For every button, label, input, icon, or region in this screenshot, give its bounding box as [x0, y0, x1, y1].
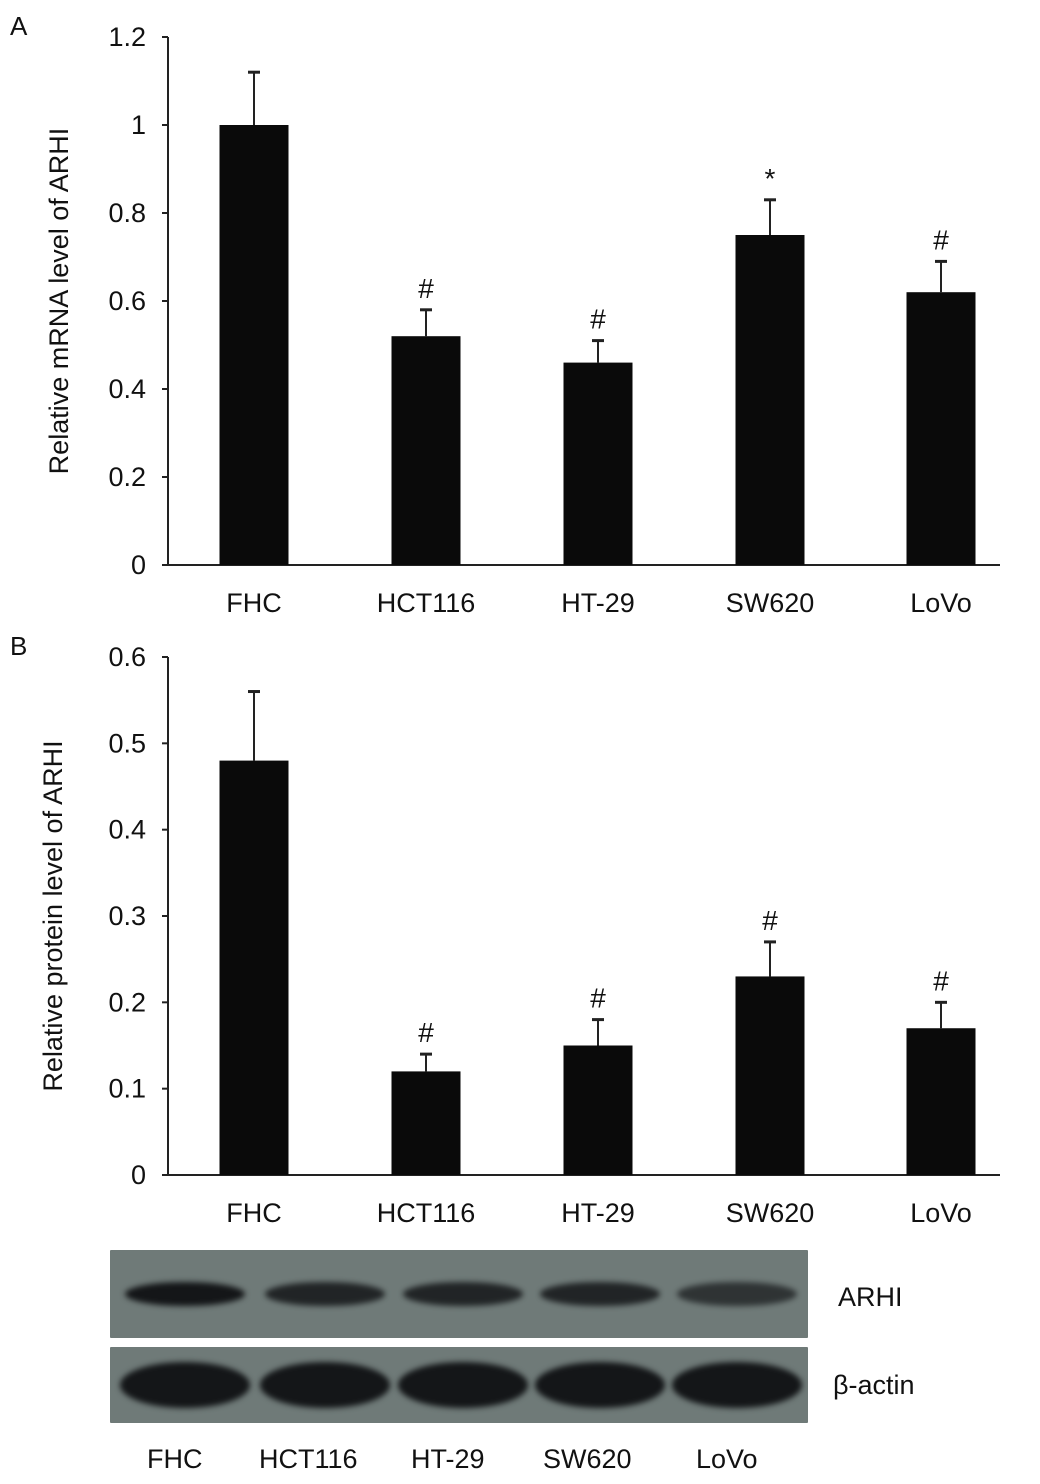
x-tick-label: SW620 — [726, 1198, 815, 1228]
y-tick-label: 1.2 — [108, 22, 146, 52]
arhi-band — [265, 1282, 385, 1306]
arhi-band — [403, 1282, 523, 1306]
bar-SW620 — [735, 235, 805, 565]
significance-marker: # — [418, 273, 434, 304]
y-tick-label: 0.4 — [108, 374, 146, 404]
bar-FHC — [219, 760, 289, 1175]
panel-letter: B — [10, 631, 27, 661]
bar-HCT116 — [391, 1071, 461, 1175]
y-axis-label: Relative mRNA level of ARHI — [44, 128, 74, 475]
bar-LoVo — [906, 292, 976, 565]
actin-band — [535, 1362, 665, 1408]
significance-marker: * — [765, 163, 776, 194]
y-tick-label: 0.3 — [108, 901, 146, 931]
actin-band — [672, 1362, 802, 1408]
bar-FHC — [219, 125, 289, 565]
significance-marker: # — [590, 304, 606, 335]
significance-marker: # — [590, 983, 606, 1014]
y-tick-label: 1 — [131, 110, 146, 140]
y-tick-label: 0 — [131, 1160, 146, 1190]
bar-HT-29 — [563, 362, 633, 565]
x-tick-label: SW620 — [726, 588, 815, 618]
significance-marker: # — [762, 905, 778, 936]
arhi-band — [540, 1282, 660, 1306]
y-tick-label: 0.8 — [108, 198, 146, 228]
bar-SW620 — [735, 976, 805, 1175]
arhi-band — [677, 1282, 797, 1306]
y-tick-label: 0 — [131, 550, 146, 580]
blot-lane-label: FHC — [147, 1444, 203, 1474]
bar-LoVo — [906, 1028, 976, 1175]
arhi-band — [125, 1282, 245, 1306]
bar-HT-29 — [563, 1045, 633, 1175]
y-tick-label: 0.5 — [108, 728, 146, 758]
actin-band — [260, 1362, 390, 1408]
actin-band — [120, 1362, 250, 1408]
y-tick-label: 0.6 — [108, 642, 146, 672]
panel-letter: A — [10, 11, 28, 41]
y-axis-label: Relative protein level of ARHI — [38, 740, 68, 1091]
y-tick-label: 0.2 — [108, 987, 146, 1017]
y-tick-label: 0.4 — [108, 815, 146, 845]
x-tick-label: HT-29 — [561, 588, 635, 618]
x-tick-label: LoVo — [910, 588, 972, 618]
x-tick-label: HT-29 — [561, 1198, 635, 1228]
bar-HCT116 — [391, 336, 461, 565]
significance-marker: # — [418, 1017, 434, 1048]
x-tick-label: HCT116 — [377, 1198, 476, 1228]
blot-lane-label: HT-29 — [411, 1444, 485, 1474]
x-tick-label: FHC — [226, 588, 282, 618]
blot-lane-label: SW620 — [543, 1444, 632, 1474]
blot-lane-label: LoVo — [696, 1444, 758, 1474]
significance-marker: # — [933, 965, 949, 996]
x-tick-label: HCT116 — [377, 588, 476, 618]
y-tick-label: 0.1 — [108, 1074, 146, 1104]
y-tick-label: 0.2 — [108, 462, 146, 492]
bar-charts: A 0 0.2 0.4 0.6 0.8 1 1.2 Relative mRNA level of… — [10, 11, 1000, 1228]
x-tick-label: LoVo — [910, 1198, 972, 1228]
blot-row-label-actin: β-actin — [833, 1370, 915, 1400]
x-tick-label: FHC — [226, 1198, 282, 1228]
actin-band — [398, 1362, 528, 1408]
blot-lane-label: HCT116 — [259, 1444, 358, 1474]
significance-marker: # — [933, 224, 949, 255]
y-tick-label: 0.6 — [108, 286, 146, 316]
blot-row-label-arhi: ARHI — [838, 1282, 903, 1312]
